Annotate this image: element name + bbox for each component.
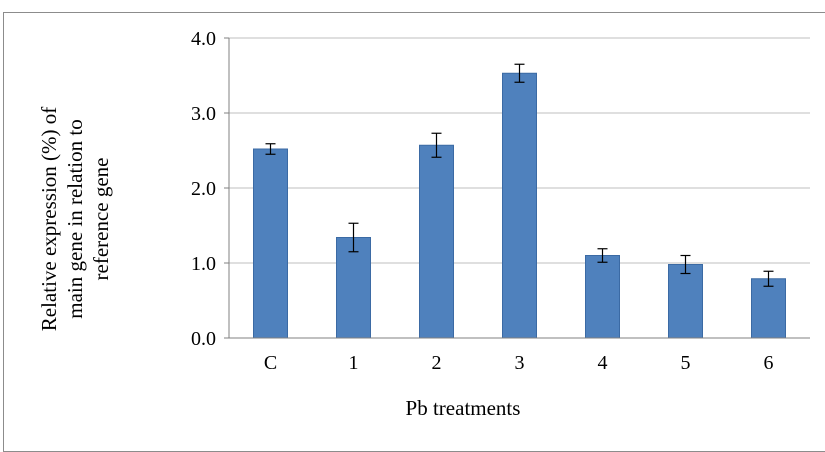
bars [253, 72, 786, 339]
x-axis-title: Pb treatments [406, 396, 521, 420]
y-tick-labels: 0.0 1.0 2.0 3.0 4.0 [191, 28, 216, 350]
y-tick-label: 1.0 [191, 253, 216, 275]
y-tick-label: 3.0 [191, 103, 216, 125]
error-bars [265, 63, 774, 287]
y-axis-title: Relative expression (%) of main gene in r… [37, 107, 113, 332]
chart-frame [3, 12, 825, 452]
bar-C [253, 148, 288, 339]
x-tick-label: 6 [764, 352, 774, 374]
y-tick-label: 4.0 [191, 28, 216, 50]
x-tick-label: 1 [349, 352, 359, 374]
y-axis-title-line: main gene in relation to [63, 119, 87, 318]
x-tick-label: 2 [432, 352, 442, 374]
y-axis-title-line: Relative expression (%) of [37, 107, 61, 332]
bar-6 [751, 278, 786, 339]
bar-1 [336, 237, 371, 339]
x-tick-label: 5 [681, 352, 691, 374]
bar-chart: 0.0 1.0 2.0 3.0 4.0 C 1 2 3 4 5 6 Pb treatments Re… [37, 28, 810, 420]
axes [224, 37, 810, 339]
bar-3 [502, 72, 537, 339]
bar-5 [668, 264, 703, 339]
x-tick-label: C [264, 352, 277, 374]
bar-2 [419, 144, 454, 339]
bar-4 [585, 255, 620, 339]
y-tick-label: 2.0 [191, 178, 216, 200]
x-tick-labels: C 1 2 3 4 5 6 [264, 352, 774, 374]
x-tick-label: 3 [515, 352, 525, 374]
y-axis-title-line: reference gene [89, 158, 113, 281]
x-tick-label: 4 [598, 352, 608, 374]
y-tick-label: 0.0 [191, 328, 216, 350]
